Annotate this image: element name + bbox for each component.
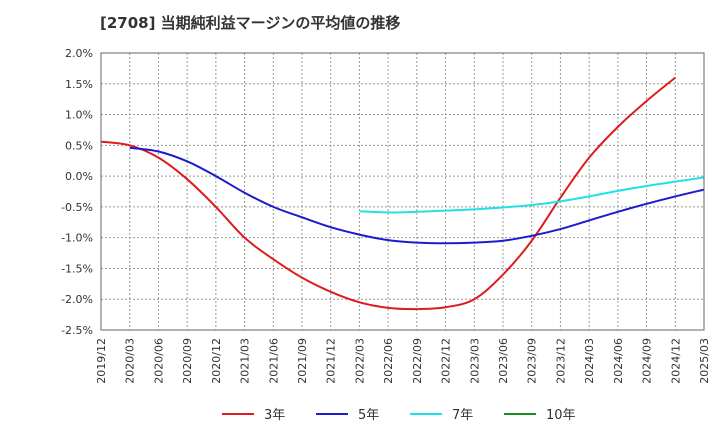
legend-label: 5年 <box>358 408 379 423</box>
x-tick-label: 2022/03 <box>353 338 366 384</box>
legend-label: 10年 <box>546 408 576 423</box>
x-tick-label: 2022/06 <box>382 338 395 384</box>
y-tick-label: 0.5% <box>65 139 93 152</box>
x-tick-label: 2021/06 <box>267 338 280 384</box>
series-line-1 <box>129 146 705 245</box>
x-tick-label: 2022/09 <box>411 338 424 384</box>
plot-border <box>100 52 705 331</box>
series-lines <box>100 76 705 311</box>
y-tick-label: 1.0% <box>65 109 93 122</box>
x-tick-label: 2024/12 <box>669 338 682 384</box>
y-tick-label: -1.5% <box>61 262 93 275</box>
chart-title: [2708] 当期純利益マージンの平均値の推移 <box>100 14 401 32</box>
x-tick-label: 2021/09 <box>296 338 309 384</box>
series-line-0 <box>100 76 676 311</box>
y-tick-label: -2.5% <box>61 324 93 337</box>
y-tick-label: 2.0% <box>65 47 93 60</box>
x-tick-label: 2024/03 <box>583 338 596 384</box>
series-line-2 <box>359 176 705 214</box>
y-tick-label: -2.0% <box>61 293 93 306</box>
x-tick-label: 2020/09 <box>181 338 194 384</box>
x-tick-label: 2020/12 <box>210 338 223 384</box>
legend: 3年 5年 7年 10年 <box>222 408 576 423</box>
x-tick-label: 2021/12 <box>325 338 338 384</box>
y-tick-label: 0.0% <box>65 170 93 183</box>
x-tick-label: 2022/12 <box>440 338 453 384</box>
y-tick-label: 1.5% <box>65 78 93 91</box>
y-tick-label: -1.0% <box>61 232 93 245</box>
axes: 2.0% 1.5% 1.0% 0.5% 0.0% -0.5% -1.0% -1.5% -2.0%… <box>61 47 711 384</box>
x-tick-label: 2024/06 <box>612 338 625 384</box>
x-tick-label: 2024/09 <box>641 338 654 384</box>
x-tick-label: 2023/06 <box>497 338 510 384</box>
legend-label: 3年 <box>264 408 285 423</box>
x-tick-label: 2023/12 <box>554 338 567 384</box>
x-tick-label: 2021/03 <box>239 338 252 384</box>
x-tick-label: 2020/06 <box>152 338 165 384</box>
x-tick-label: 2025/03 <box>698 338 711 384</box>
x-tick-label: 2023/03 <box>468 338 481 384</box>
x-tick-label: 2020/03 <box>124 338 137 384</box>
x-tick-label: 2023/09 <box>526 338 539 384</box>
y-tick-label: -0.5% <box>61 201 93 214</box>
x-tick-label: 2019/12 <box>95 338 108 384</box>
legend-label: 7年 <box>452 408 473 423</box>
